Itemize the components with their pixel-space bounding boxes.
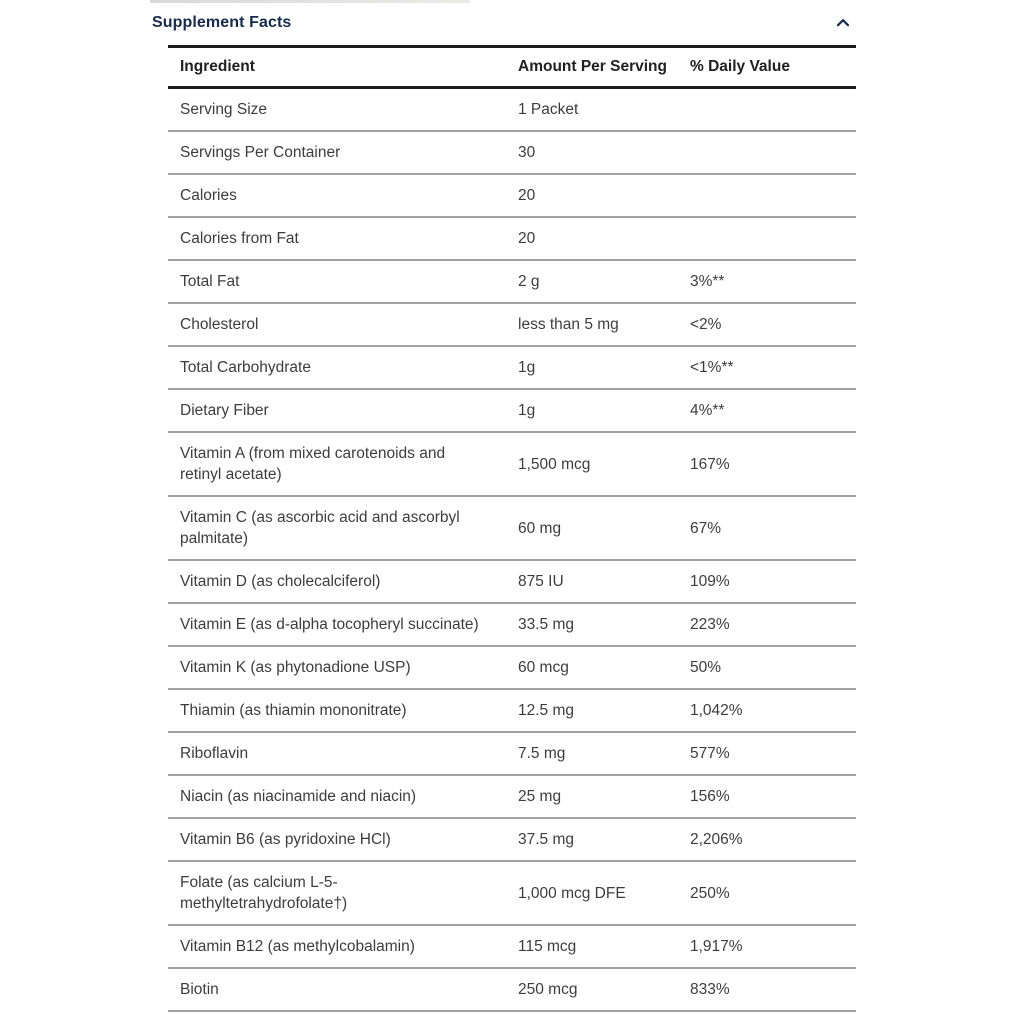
table-row: Niacin (as niacinamide and niacin) 25 mg… <box>168 776 856 819</box>
ingredient-cell: Vitamin A (from mixed carotenoids and re… <box>180 445 446 483</box>
table-row: Riboflavin 7.5 mg 577% <box>168 733 856 776</box>
ingredient-cell: Vitamin E (as d-alpha tocopheryl succina… <box>180 616 479 633</box>
ingredient-cell: Vitamin B12 (as methylcobalamin) <box>180 938 415 955</box>
ingredient-cell: Vitamin B6 (as pyridoxine HCl) <box>180 831 391 848</box>
daily-value-cell: 250% <box>690 884 730 902</box>
ingredient-cell: Vitamin C (as ascorbic acid and ascorbyl… <box>180 509 460 547</box>
table-body: Serving Size 1 Packet Servings Per Conta… <box>168 89 856 1012</box>
table-row: Dietary Fiber 1g 4%** <box>168 390 856 433</box>
column-header-ingredient: Ingredient <box>180 58 255 75</box>
amount-per-serving-cell: 37.5 mg <box>518 831 575 848</box>
daily-value-cell: 223% <box>690 616 730 633</box>
ingredient-cell: Vitamin D (as cholecalciferol) <box>180 573 381 590</box>
section-title: Supplement Facts <box>152 14 292 31</box>
daily-value-cell: 4%** <box>690 402 725 419</box>
supplement-facts-panel: Supplement Facts Ingredient Amount Per S… <box>152 0 856 1012</box>
amount-per-serving-cell: 25 mg <box>518 788 562 805</box>
table-row: Servings Per Container 30 <box>168 132 856 175</box>
table-row: Total Carbohydrate 1g <1%** <box>168 347 856 390</box>
ingredient-cell: Thiamin (as thiamin mononitrate) <box>180 702 407 719</box>
table-row: Vitamin K (as phytonadione USP) 60 mcg 5… <box>168 647 856 690</box>
supplement-facts-accordion-header[interactable]: Supplement Facts <box>152 8 856 38</box>
table-row: Vitamin D (as cholecalciferol) 875 IU 10… <box>168 561 856 604</box>
ingredient-cell: Folate (as calcium L-5- methyltetrahydro… <box>180 874 348 912</box>
ingredient-cell: Total Carbohydrate <box>180 359 311 376</box>
amount-per-serving-cell: 1g <box>518 402 536 419</box>
chevron-up-icon <box>834 14 852 32</box>
amount-per-serving-cell: 20 <box>518 187 536 204</box>
daily-value-cell: 109% <box>690 573 730 590</box>
amount-per-serving-cell: 875 IU <box>518 573 564 590</box>
amount-per-serving-cell: 33.5 mg <box>518 616 575 633</box>
ingredient-cell: Serving Size <box>180 101 268 118</box>
amount-per-serving-cell: 20 <box>518 230 536 247</box>
column-header-daily-value: % Daily Value <box>690 58 790 75</box>
amount-per-serving-cell: 1,000 mcg DFE <box>518 884 626 902</box>
amount-per-serving-cell: 60 mcg <box>518 659 569 676</box>
amount-per-serving-cell: 60 mg <box>518 519 562 537</box>
daily-value-cell: 167% <box>690 455 730 473</box>
amount-per-serving-cell: 1,500 mcg <box>518 455 591 473</box>
cropped-content-artifact <box>150 0 470 3</box>
table-row: Vitamin B12 (as methylcobalamin) 115 mcg… <box>168 926 856 969</box>
ingredient-cell: Vitamin K (as phytonadione USP) <box>180 659 411 676</box>
daily-value-cell: <2% <box>690 316 722 333</box>
column-header-amount-per-serving: Amount Per Serving <box>518 58 667 75</box>
daily-value-cell: 2,206% <box>690 831 743 848</box>
table-row: Folate (as calcium L-5- methyltetrahydro… <box>168 862 856 926</box>
supplement-facts-table: Ingredient Amount Per Serving % Daily Va… <box>168 45 856 1012</box>
table-row: Vitamin A (from mixed carotenoids and re… <box>168 433 856 497</box>
ingredient-cell: Niacin (as niacinamide and niacin) <box>180 788 417 805</box>
daily-value-cell: <1%** <box>690 359 734 376</box>
table-row: Total Fat 2 g 3%** <box>168 261 856 304</box>
ingredient-cell: Cholesterol <box>180 316 259 333</box>
ingredient-cell: Dietary Fiber <box>180 402 269 419</box>
ingredient-cell: Riboflavin <box>180 745 249 762</box>
table-row: Vitamin E (as d-alpha tocopheryl succina… <box>168 604 856 647</box>
table-row: Serving Size 1 Packet <box>168 89 856 132</box>
daily-value-cell: 67% <box>690 519 722 537</box>
table-row: Cholesterol less than 5 mg <2% <box>168 304 856 347</box>
amount-per-serving-cell: 12.5 mg <box>518 702 575 719</box>
ingredient-cell: Calories from Fat <box>180 230 299 247</box>
amount-per-serving-cell: 1g <box>518 359 536 376</box>
table-row: Thiamin (as thiamin mononitrate) 12.5 mg… <box>168 690 856 733</box>
daily-value-cell: 50% <box>690 659 722 676</box>
ingredient-cell: Calories <box>180 187 237 204</box>
amount-per-serving-cell: 250 mcg <box>518 981 578 998</box>
daily-value-cell: 577% <box>690 745 730 762</box>
table-row: Calories from Fat 20 <box>168 218 856 261</box>
daily-value-cell: 1,042% <box>690 702 743 719</box>
table-row: Vitamin B6 (as pyridoxine HCl) 37.5 mg 2… <box>168 819 856 862</box>
amount-per-serving-cell: 2 g <box>518 273 540 290</box>
ingredient-cell: Biotin <box>180 981 219 998</box>
daily-value-cell: 156% <box>690 788 730 805</box>
amount-per-serving-cell: 7.5 mg <box>518 745 566 762</box>
amount-per-serving-cell: 115 mcg <box>518 938 577 955</box>
table-header-row: Ingredient Amount Per Serving % Daily Va… <box>168 45 856 89</box>
table-row: Calories 20 <box>168 175 856 218</box>
table-row: Biotin 250 mcg 833% <box>168 969 856 1012</box>
amount-per-serving-cell: less than 5 mg <box>518 316 619 333</box>
amount-per-serving-cell: 1 Packet <box>518 101 579 118</box>
daily-value-cell: 833% <box>690 981 730 998</box>
ingredient-cell: Total Fat <box>180 273 240 290</box>
table-row: Vitamin C (as ascorbic acid and ascorbyl… <box>168 497 856 561</box>
collapse-section-button[interactable] <box>834 14 856 32</box>
daily-value-cell: 3%** <box>690 273 725 290</box>
daily-value-cell: 1,917% <box>690 938 743 955</box>
ingredient-cell: Servings Per Container <box>180 144 341 161</box>
amount-per-serving-cell: 30 <box>518 144 536 161</box>
